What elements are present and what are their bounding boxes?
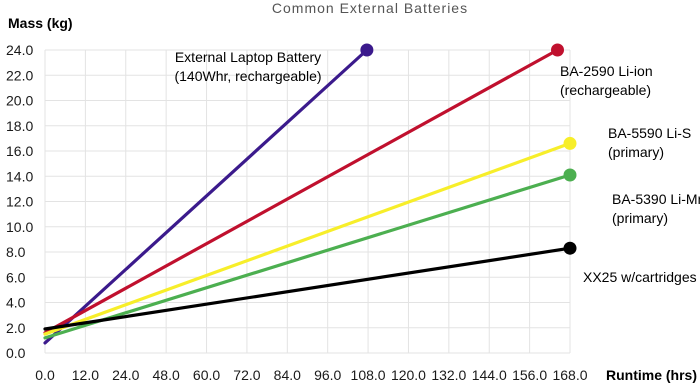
y-tick-label: 2.0 <box>6 320 26 336</box>
series-annotation: XX25 w/cartridges <box>583 269 697 285</box>
series-annotation: (140Whr, rechargeable) <box>174 68 321 84</box>
x-tick-label: 24.0 <box>112 367 139 383</box>
y-tick-label: 22.0 <box>6 67 33 83</box>
y-tick-label: 18.0 <box>6 118 33 134</box>
x-tick-label: 96.0 <box>314 367 341 383</box>
x-tick-label: 12.0 <box>72 367 99 383</box>
series-annotations: External Laptop Battery (140Whr, recharge… <box>174 49 700 285</box>
series-annotation: (primary) <box>608 144 664 160</box>
y-tick-label: 6.0 <box>6 269 26 285</box>
x-tick-label: 84.0 <box>274 367 301 383</box>
series-endpoint <box>551 43 564 57</box>
y-tick-label: 4.0 <box>6 295 26 311</box>
series-annotation: External Laptop Battery <box>175 49 321 65</box>
y-tick-label: 0.0 <box>6 345 26 361</box>
x-tick-label: 72.0 <box>233 367 260 383</box>
x-axis-title: Runtime (hrs) <box>606 367 697 383</box>
x-tick-label: 120.0 <box>391 367 426 383</box>
y-axis-title: Mass (kg) <box>8 15 73 31</box>
y-tick-label: 24.0 <box>6 42 33 58</box>
x-tick-label: 0.0 <box>35 367 55 383</box>
series-endpoints <box>360 43 577 255</box>
x-tick-label: 60.0 <box>193 367 220 383</box>
y-tick-label: 14.0 <box>6 168 33 184</box>
series-annotation: (rechargeable) <box>560 82 651 98</box>
series-line <box>43 48 369 345</box>
series-endpoint <box>360 43 374 57</box>
series-endpoint <box>563 168 577 182</box>
series-line <box>43 173 572 340</box>
x-tick-label: 168.0 <box>552 367 587 383</box>
series-line <box>43 48 560 335</box>
x-tick-label: 144.0 <box>472 367 507 383</box>
x-tick-label: 156.0 <box>512 367 547 383</box>
grid <box>44 49 571 354</box>
series-endpoint <box>563 241 577 255</box>
chart-title: Common External Batteries <box>272 0 468 16</box>
y-tick-label: 12.0 <box>6 194 33 210</box>
y-tick-label: 16.0 <box>6 143 33 159</box>
series-endpoint <box>563 136 577 150</box>
series-lines <box>43 48 572 345</box>
series-annotation: BA-2590 Li-ion <box>560 63 653 79</box>
x-tick-label: 48.0 <box>153 367 180 383</box>
series-annotation: BA-5390 Li-Mn <box>612 191 700 207</box>
series-annotation: (primary) <box>612 210 668 226</box>
series-line <box>43 246 572 331</box>
x-tick-label: 132.0 <box>431 367 466 383</box>
y-tick-label: 8.0 <box>6 244 26 260</box>
x-tick-label: 108.0 <box>351 367 386 383</box>
axis-ticks: 0.0 2.0 4.0 6.0 8.0 10.0 12.0 14.0 16.0 18.0 20.0 2… <box>6 42 588 383</box>
y-tick-label: 20.0 <box>6 93 33 109</box>
y-tick-label: 10.0 <box>6 219 33 235</box>
series-annotation: BA-5590 Li-S <box>608 125 691 141</box>
series-line <box>43 141 572 336</box>
